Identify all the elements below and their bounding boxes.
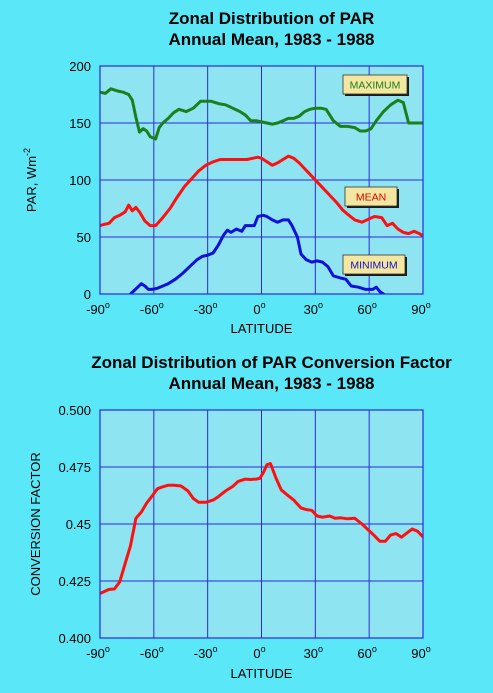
x-axis-label: LATITUDE [231, 321, 293, 336]
x-tick-label: 90o [411, 644, 430, 661]
x-axis-label: LATITUDE [231, 666, 293, 681]
series-label-maximum: MAXIMUM [342, 74, 409, 96]
chart-1: Zonal Distribution of PAR Annual Mean, 19… [22, 9, 431, 336]
y-tick-label: 150 [69, 116, 91, 131]
plot-frame [99, 65, 424, 295]
series-line-1 [100, 462, 423, 595]
x-tick-label: -60o [140, 300, 164, 317]
chart-2: Zonal Distribution of PAR Conversion Fac… [28, 353, 452, 681]
y-axis-label: PAR, Wm-2 [22, 148, 39, 212]
label-text: MAXIMUM [350, 80, 401, 92]
y-tick-label: 0.45 [66, 517, 91, 532]
series-label-mean: MEAN [344, 186, 399, 208]
series-line-mean [100, 154, 423, 238]
chart-title: Zonal Distribution of PAR Conversion Fac… [91, 353, 452, 372]
x-tick-label: 30o [304, 644, 323, 661]
label-box [342, 254, 406, 275]
series-group [100, 462, 423, 595]
series-label-minimum: MINIMUM [342, 254, 407, 276]
x-tick-label: 90o [411, 300, 430, 317]
y-tick-label: 50 [77, 230, 91, 245]
plot-frame [99, 409, 424, 639]
x-tick-label: -60o [140, 644, 164, 661]
x-tick-label: -90o [86, 644, 110, 661]
y-tick-label: 0.475 [58, 460, 91, 475]
x-tick-label: 0o [253, 644, 265, 661]
x-tick-label: -90o [86, 300, 110, 317]
label-box [342, 74, 408, 95]
y-tick-label: 0.500 [58, 403, 91, 418]
y-axis-label: CONVERSION FACTOR [28, 452, 43, 596]
grid [100, 66, 423, 294]
series-group [100, 87, 423, 294]
y-tick-label: 0.425 [58, 574, 91, 589]
x-tick-label: -30o [194, 644, 218, 661]
chart-subtitle: Annual Mean, 1983 - 1988 [169, 374, 375, 393]
x-tick-label: 60o [357, 644, 376, 661]
series-line-maximum [100, 87, 423, 141]
y-tick-label: 200 [69, 59, 91, 74]
label-text: MEAN [356, 192, 386, 204]
y-tick-label: 0 [84, 287, 91, 302]
series-line-minimum [129, 213, 385, 294]
y-tick-label: 100 [69, 173, 91, 188]
grid [100, 410, 423, 638]
x-tick-label: 0o [253, 300, 265, 317]
chart-title: Zonal Distribution of PAR [169, 9, 375, 28]
label-box [344, 186, 398, 207]
x-tick-label: 30o [304, 300, 323, 317]
y-tick-label: 0.400 [58, 631, 91, 646]
chart-subtitle: Annual Mean, 1983 - 1988 [169, 30, 375, 49]
x-tick-label: -30o [194, 300, 218, 317]
label-text: MINIMUM [350, 260, 397, 272]
x-tick-label: 60o [357, 300, 376, 317]
